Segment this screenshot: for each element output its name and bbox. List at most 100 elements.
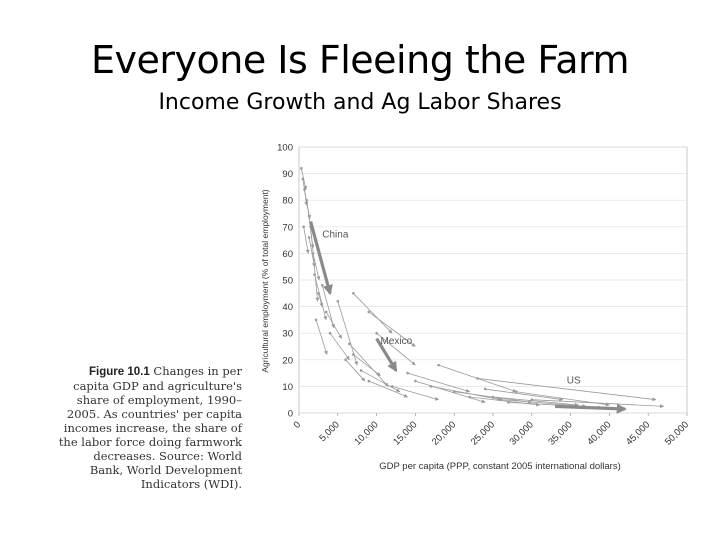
trajectory-start-point xyxy=(406,371,409,375)
trajectory-arrow xyxy=(485,388,564,402)
trajectory-start-point xyxy=(352,353,355,356)
trajectory-arrow xyxy=(368,380,409,398)
trajectory-start-point xyxy=(483,387,487,391)
trajectory-start-point xyxy=(507,401,510,404)
trajectory-start-point xyxy=(367,379,371,383)
trajectory-arrow xyxy=(314,274,328,321)
trajectory-start-point xyxy=(468,395,472,399)
trajectory-start-point xyxy=(311,252,315,255)
trajectory-start-point xyxy=(317,292,320,295)
y-tick-label: 30 xyxy=(282,329,293,340)
x-tick-label: 45,000 xyxy=(624,419,652,447)
y-tick-label: 50 xyxy=(282,276,293,287)
x-tick-label: 40,000 xyxy=(585,419,613,447)
trajectory-start-point xyxy=(314,318,318,322)
slide-title: Everyone Is Fleeing the Farm xyxy=(91,38,629,82)
trajectory-start-point xyxy=(305,198,309,202)
trajectory-start-point xyxy=(320,284,324,287)
trajectory-arrow xyxy=(477,378,657,402)
trajectory-start-point xyxy=(390,385,394,388)
x-axis-ticks: 0 5,000 10,000 15,000 20,000 25,000 30,000 35,0… xyxy=(292,419,690,447)
trajectory-start-point xyxy=(313,273,316,276)
x-tick-label: 0 xyxy=(292,419,304,431)
y-tick-label: 0 xyxy=(288,409,293,420)
trajectory-arrow xyxy=(325,311,343,339)
trajectory-arrow xyxy=(415,380,486,404)
x-tick-label: 20,000 xyxy=(430,419,458,447)
figure-label: Figure 10.1 xyxy=(89,366,150,378)
trajectory-arrow xyxy=(318,293,324,307)
trajectory-start-point xyxy=(437,363,440,367)
x-tick-label: 25,000 xyxy=(469,419,497,447)
y-tick-label: 60 xyxy=(282,249,293,260)
trajectory-start-point xyxy=(414,379,417,383)
trajectory-start-point xyxy=(530,398,534,402)
highlighted-arrow-us xyxy=(555,403,627,414)
trajectory-start-point xyxy=(367,310,371,314)
trajectory-start-point xyxy=(352,292,355,295)
trajectory-start-point xyxy=(375,331,378,335)
trajectory-start-point xyxy=(499,398,503,402)
x-tick-label: 5,000 xyxy=(317,419,342,444)
trajectory-start-point xyxy=(302,225,305,229)
trajectory-arrow xyxy=(303,226,310,254)
y-tick-label: 40 xyxy=(282,302,293,313)
highlighted-arrow-mexico xyxy=(375,337,398,373)
trajectory-start-point xyxy=(491,395,495,399)
y-tick-label: 20 xyxy=(282,355,293,366)
x-tick-label: 30,000 xyxy=(508,419,536,447)
trajectory-arrow xyxy=(531,399,665,409)
x-tick-label: 15,000 xyxy=(391,419,419,447)
y-tick-label: 70 xyxy=(282,222,293,233)
trajectory-arrow xyxy=(353,293,393,334)
scatter-chart: 0 10 20 30 40 50 60 70 80 90 100 0 5,000 10,000 15,00… xyxy=(260,143,690,473)
trajectory-start-point xyxy=(301,177,305,181)
x-tick-label: 10,000 xyxy=(352,419,380,447)
trajectory-arrow xyxy=(407,372,471,393)
figure-caption-text: Changes in per capita GDP and agricultur… xyxy=(58,364,242,491)
trajectory-arrow xyxy=(315,319,328,355)
trajectory-start-point xyxy=(429,385,433,388)
annotations: China Mexico US xyxy=(322,229,581,386)
annotation-us: US xyxy=(567,376,581,387)
y-tick-label: 90 xyxy=(282,169,293,180)
trajectory-arrow xyxy=(349,343,389,387)
trajectory-start-point xyxy=(307,236,311,239)
trajectory-arrow xyxy=(438,364,517,393)
trajectory-arrow xyxy=(500,399,587,409)
highlighted-arrow-china xyxy=(309,221,333,296)
y-axis-label: Agricultural employment (% of total empl… xyxy=(260,189,270,372)
trajectory-arrows xyxy=(300,166,665,410)
trajectory-start-point xyxy=(359,369,363,372)
y-tick-label: 80 xyxy=(282,196,293,207)
trajectory-start-point xyxy=(344,358,347,362)
trajectory-start-point xyxy=(452,390,456,394)
trajectory-arrow xyxy=(492,396,579,407)
figure-caption: Figure 10.1 Changes in per capita GDP an… xyxy=(58,364,242,491)
y-axis-ticks: 0 10 20 30 40 50 60 70 80 90 100 xyxy=(277,143,293,420)
trajectory-arrow xyxy=(392,386,440,401)
trajectory-start-point xyxy=(336,299,340,303)
trajectory-arrow xyxy=(310,226,320,302)
trajectory-arrow xyxy=(353,354,381,377)
trajectory-start-point xyxy=(348,342,351,346)
trajectory-arrow xyxy=(329,332,350,361)
trajectory-arrow xyxy=(345,359,366,382)
y-tick-label: 10 xyxy=(282,382,293,393)
trajectory-arrow xyxy=(360,370,401,393)
trajectory-start-point xyxy=(300,166,303,170)
trajectory-arrow xyxy=(368,311,416,347)
highlighted-arrows xyxy=(309,221,627,414)
trajectory-start-point xyxy=(328,331,332,335)
trajectory-arrow xyxy=(312,253,321,281)
trajectory-start-point xyxy=(303,188,306,191)
x-axis-label: GDP per capita (PPP, constant 2005 inter… xyxy=(379,461,621,472)
x-tick-label: 50,000 xyxy=(663,419,690,447)
annotation-china: China xyxy=(322,229,349,240)
trajectory-arrow xyxy=(376,332,416,366)
slide-subtitle: Income Growth and Ag Labor Shares xyxy=(158,90,562,115)
x-tick-label: 35,000 xyxy=(546,419,574,447)
y-tick-label: 100 xyxy=(277,143,293,154)
annotation-mexico: Mexico xyxy=(380,336,412,347)
trajectory-start-point xyxy=(324,310,328,314)
